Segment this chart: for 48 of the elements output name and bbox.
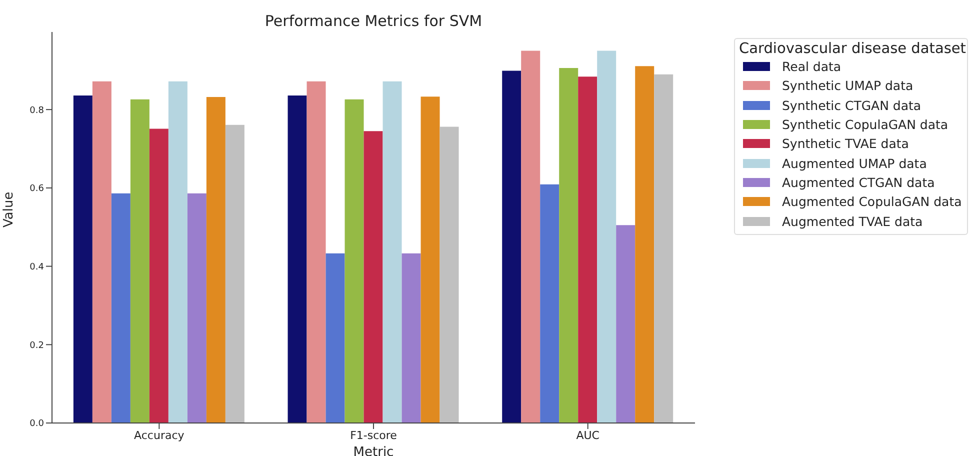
legend-label: Augmented TVAE data	[781, 212, 924, 231]
legend-title: Cardiovascular disease dataset	[739, 41, 966, 57]
bar	[654, 74, 674, 423]
y-tick-label: 0.0	[30, 419, 44, 430]
y-tick-label: 0.4	[30, 262, 44, 272]
legend-label: Augmented UMAP data	[781, 154, 928, 173]
bar	[288, 95, 307, 423]
x-tick-label: F1-score	[350, 428, 398, 442]
legend-label: Synthetic UMAP data	[781, 77, 914, 96]
bar	[521, 50, 540, 423]
bar	[364, 131, 383, 423]
y-tick-label: 0.6	[30, 184, 44, 194]
legend-label: Real data	[781, 58, 842, 76]
bar	[111, 193, 130, 423]
bar	[578, 76, 598, 423]
legend-label: Synthetic CopulaGAN data	[781, 116, 950, 134]
bar	[225, 124, 244, 423]
bar	[382, 81, 402, 423]
x-axis-title: Metric	[353, 445, 394, 456]
bar	[502, 70, 522, 423]
legend-label: Synthetic CTGAN data	[781, 96, 922, 115]
bar	[540, 184, 560, 423]
chart-title: Performance Metrics for SVM	[264, 12, 484, 30]
legend-label: Synthetic TVAE data	[781, 135, 910, 154]
bar	[92, 81, 112, 423]
x-tick-label: AUC	[576, 428, 600, 442]
bar	[344, 99, 364, 423]
bar	[402, 253, 421, 423]
legend-label: Augmented CopulaGAN data	[781, 193, 963, 212]
bar	[326, 253, 345, 423]
bar	[420, 96, 440, 423]
y-axis-title: Value	[2, 192, 17, 228]
bar	[597, 50, 616, 423]
y-tick-label: 0.8	[30, 106, 44, 116]
x-tick-label: Accuracy	[134, 428, 185, 442]
bar	[306, 81, 326, 423]
bar	[149, 128, 168, 423]
bar	[206, 97, 226, 423]
bar	[73, 95, 92, 423]
legend-label: Augmented CTGAN data	[781, 174, 936, 192]
bar	[187, 193, 206, 423]
bar	[168, 81, 188, 423]
bar	[635, 66, 654, 423]
bar	[616, 225, 636, 423]
bar	[440, 126, 459, 423]
y-tick-label: 0.2	[30, 340, 44, 351]
bar	[559, 68, 578, 423]
bar	[130, 99, 150, 423]
